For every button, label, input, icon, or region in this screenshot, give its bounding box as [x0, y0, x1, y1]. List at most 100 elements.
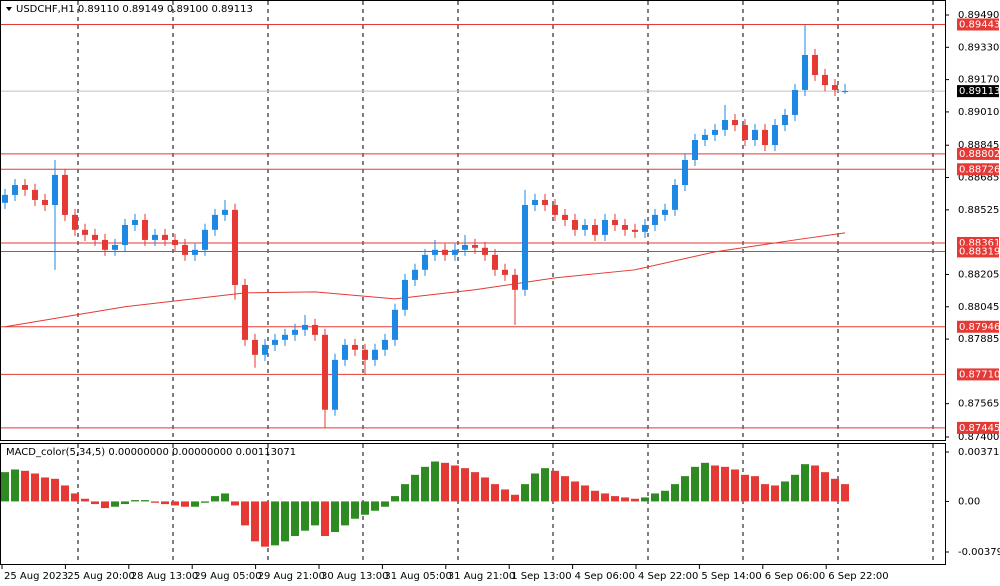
- macd-title: MACD_color(5,34,5) 0.00000000 0.00000000…: [6, 447, 296, 458]
- candle-body: [402, 279, 408, 310]
- candle-body: [192, 249, 198, 255]
- x-tick-label: 5 Sep 14:00: [701, 571, 761, 582]
- candle-body: [462, 244, 468, 250]
- macd-bar: [831, 478, 839, 502]
- macd-bar: [61, 485, 69, 502]
- level-label: 0.87445: [959, 423, 1000, 434]
- candle-body: [132, 219, 138, 225]
- macd-bar: [351, 501, 359, 519]
- macd-panel: [0, 443, 946, 565]
- candle-body: [502, 269, 508, 275]
- macd-bar: [331, 501, 339, 533]
- macd-bar: [771, 485, 779, 502]
- macd-bar: [451, 465, 459, 502]
- y-tick-label: 0.89170: [958, 75, 999, 86]
- level-label: 0.88319: [959, 246, 1000, 257]
- macd-bar: [571, 481, 579, 502]
- x-tick-label: 29 Aug 21:00: [258, 571, 325, 582]
- macd-bar: [221, 493, 229, 502]
- macd-bar: [811, 465, 819, 502]
- macd-bar: [271, 501, 279, 546]
- x-tick-label: 31 Aug 21:00: [448, 571, 515, 582]
- x-tick-label: 4 Sep 06:00: [575, 571, 635, 582]
- level-label: 0.88726: [959, 164, 1000, 175]
- macd-bar: [731, 469, 739, 502]
- candle-body: [212, 214, 218, 230]
- macd-bar: [631, 498, 639, 502]
- macd-bar: [241, 501, 249, 526]
- candle-body: [712, 129, 718, 135]
- macd-bar: [681, 476, 689, 502]
- x-tick-label: 25 Aug 20:00: [67, 571, 134, 582]
- candle-body: [262, 344, 268, 355]
- candle-body: [602, 219, 608, 235]
- macd-bar: [531, 473, 539, 502]
- macd-bar: [821, 472, 829, 502]
- candle-body: [632, 229, 638, 232]
- candle-body: [42, 199, 48, 206]
- macd-bar: [671, 484, 679, 502]
- macd-bar: [841, 484, 849, 502]
- candle-body: [672, 185, 678, 210]
- macd-bar: [421, 466, 429, 502]
- level-label: 0.88361: [959, 238, 1000, 249]
- macd-bar: [481, 477, 489, 502]
- candle-body: [622, 224, 628, 230]
- macd-bar: [381, 501, 389, 507]
- macd-bar: [201, 501, 209, 503]
- candle-body: [522, 205, 528, 290]
- candle-body: [662, 209, 668, 215]
- macd-bar: [141, 500, 149, 502]
- level-label-bg: [957, 147, 999, 160]
- level-label-bg: [957, 320, 999, 333]
- candle-body: [382, 339, 388, 350]
- macd-bar: [111, 501, 119, 507]
- candle-body: [332, 359, 338, 410]
- x-tick-label: 6 Sep 06:00: [765, 571, 825, 582]
- candle-body: [232, 209, 238, 285]
- level-label: 0.88802: [959, 149, 1000, 160]
- candle-body: [762, 129, 768, 146]
- macd-bar: [161, 501, 169, 505]
- macd-bar: [231, 501, 239, 506]
- macd-bar: [151, 501, 159, 503]
- candle-body: [372, 349, 378, 360]
- candle-body: [242, 284, 248, 340]
- macd-bar: [501, 489, 509, 502]
- candle-body: [642, 224, 648, 232]
- candle-body: [32, 189, 38, 200]
- y-tick-label: 0.88685: [958, 173, 999, 184]
- y-tick-label: 0.89490: [958, 10, 999, 21]
- candle-body: [322, 334, 328, 410]
- macd-bar: [361, 501, 369, 515]
- y-tick-label: 0.87565: [958, 399, 999, 410]
- macd-bar: [101, 501, 109, 509]
- macd-bar: [11, 469, 19, 502]
- candle-body: [562, 214, 568, 220]
- macd-bar: [51, 478, 59, 502]
- macd-bar: [541, 468, 549, 502]
- candle-body: [802, 54, 808, 90]
- candle-body: [472, 244, 478, 248]
- macd-bar: [121, 501, 129, 505]
- macd-bar: [431, 461, 439, 502]
- macd-bar: [781, 481, 789, 502]
- y-tick-label: 0.88525: [958, 205, 999, 216]
- candle-body: [722, 119, 728, 130]
- macd-bar: [301, 501, 309, 531]
- candle-body: [122, 224, 128, 245]
- candle-body: [552, 205, 558, 215]
- candle-body: [572, 219, 578, 230]
- candle-body: [542, 199, 548, 206]
- macd-bar: [31, 473, 39, 502]
- macd-bar: [661, 490, 669, 502]
- candle-body: [312, 324, 318, 335]
- y-tick-label: 0.88845: [958, 140, 999, 151]
- macd-bar: [211, 496, 219, 502]
- macd-bar: [391, 496, 399, 502]
- candle-body: [412, 269, 418, 280]
- x-tick-label: 4 Sep 22:00: [638, 571, 698, 582]
- candle-body: [592, 224, 598, 235]
- candle-body: [422, 254, 428, 270]
- candle-body: [442, 249, 448, 255]
